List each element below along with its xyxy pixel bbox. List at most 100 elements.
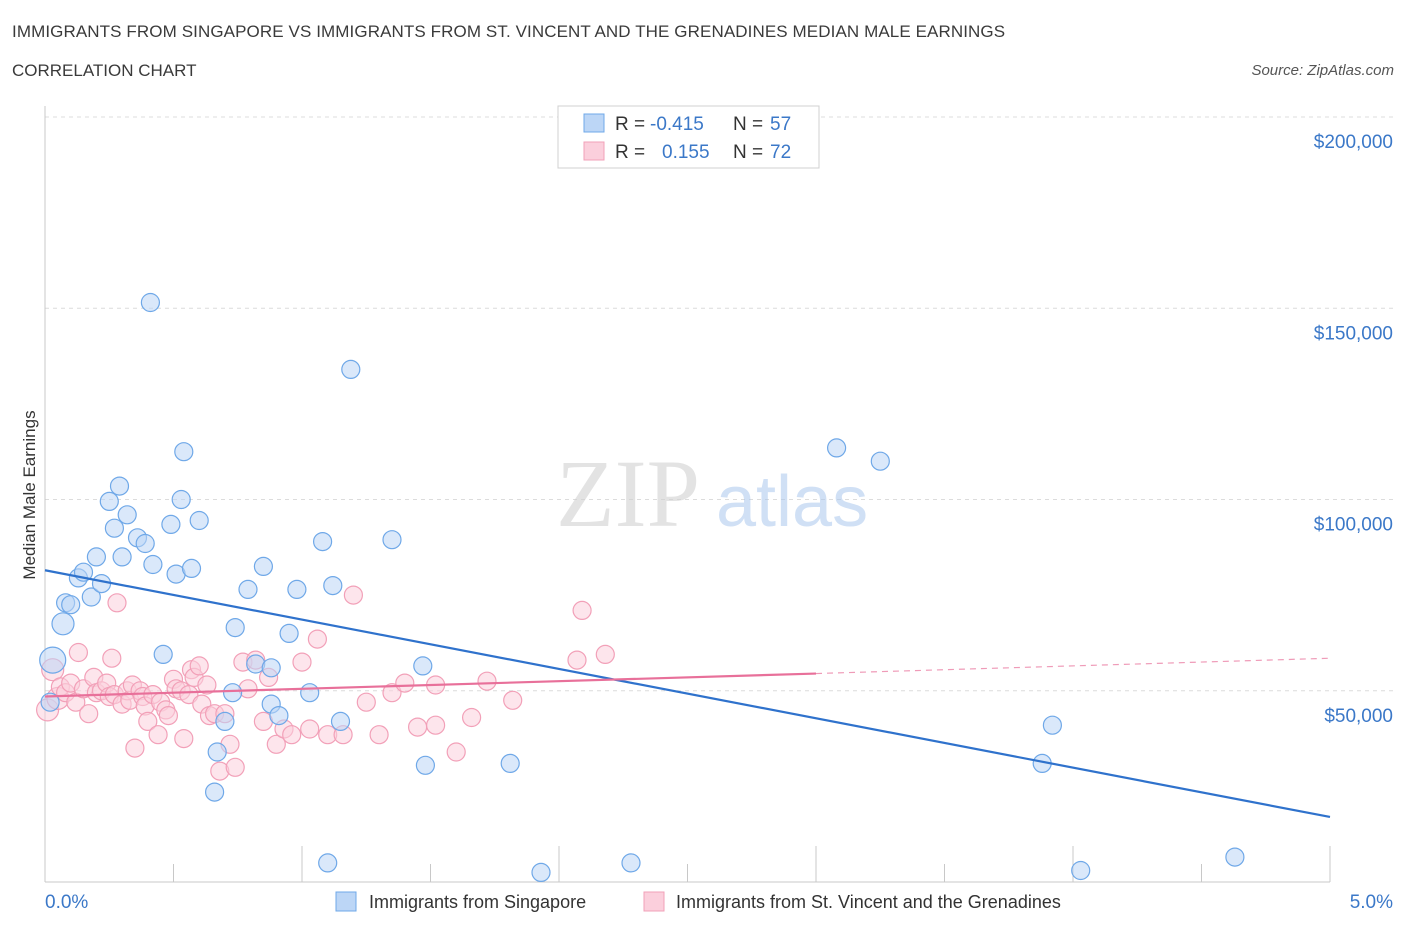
point-st-vincent	[446, 742, 466, 762]
point-st-vincent	[282, 725, 302, 745]
point-singapore	[112, 547, 132, 567]
point-st-vincent	[343, 585, 363, 605]
point-singapore	[253, 556, 273, 577]
point-singapore	[313, 531, 333, 552]
legend-n-value-1: 57	[770, 114, 791, 135]
legend-swatch-pink	[583, 141, 605, 161]
point-singapore	[39, 646, 67, 674]
point-st-vincent	[307, 629, 327, 649]
point-singapore	[323, 575, 343, 596]
point-singapore	[269, 705, 289, 726]
point-singapore	[1071, 860, 1091, 881]
point-st-vincent	[125, 738, 145, 758]
point-st-vincent	[174, 728, 194, 749]
point-st-vincent	[138, 711, 158, 732]
x-tick-label-min: 0.0%	[45, 892, 88, 913]
point-singapore	[86, 547, 107, 567]
legend-r-label-1: R =	[615, 114, 645, 135]
legend-swatch-blue	[583, 113, 605, 133]
point-singapore	[91, 573, 112, 594]
legend-n-label-2: N =	[733, 142, 763, 163]
point-singapore	[870, 451, 890, 471]
y-tick-label: $100,000	[1314, 515, 1393, 536]
trend-lines	[44, 569, 1331, 819]
point-st-vincent	[107, 593, 127, 613]
bottom-legend-label-1: Immigrants from Singapore	[369, 892, 586, 912]
y-tick-label: $50,000	[1324, 706, 1393, 727]
watermark-atlas: atlas	[716, 462, 868, 542]
point-singapore	[330, 711, 351, 732]
bottom-legend-swatch-blue	[335, 891, 357, 912]
point-singapore	[99, 491, 119, 511]
point-st-vincent	[503, 690, 523, 710]
chart-title: IMMIGRANTS FROM SINGAPORE VS IMMIGRANTS …	[12, 22, 1006, 41]
data-points	[35, 292, 1245, 883]
point-singapore	[174, 442, 194, 462]
point-singapore	[104, 518, 125, 538]
point-singapore	[826, 438, 847, 458]
point-singapore	[189, 510, 209, 531]
point-singapore	[181, 558, 202, 579]
point-singapore	[61, 595, 81, 615]
point-st-vincent	[158, 705, 178, 726]
point-singapore	[143, 554, 163, 575]
point-st-vincent	[595, 644, 615, 665]
point-singapore	[1225, 847, 1245, 867]
tick-labels: $50,000 $100,000 $150,000 $200,000 0.0% 5.0%	[45, 132, 1393, 913]
point-singapore	[215, 711, 235, 732]
point-singapore	[1042, 715, 1063, 735]
point-singapore	[531, 862, 551, 883]
chart-subtitle: CORRELATION CHART	[12, 61, 197, 80]
point-st-vincent	[79, 704, 99, 724]
point-singapore	[117, 505, 137, 525]
point-singapore	[300, 683, 320, 703]
source-credit: Source: ZipAtlas.com	[1251, 62, 1394, 79]
point-st-vincent	[148, 725, 168, 745]
watermark-zip: ZIP	[556, 440, 700, 547]
point-singapore	[382, 530, 402, 550]
point-singapore	[81, 587, 101, 607]
point-st-vincent	[369, 725, 389, 745]
legend-n-value-2: 72	[770, 142, 791, 163]
point-st-vincent	[567, 650, 587, 670]
legend-r-value-2: 0.155	[662, 142, 710, 163]
point-st-vincent	[68, 642, 89, 663]
trend-line-singapore	[44, 569, 1331, 819]
point-singapore	[415, 755, 435, 775]
trend-line-st-vincent-extension	[815, 657, 1331, 675]
point-st-vincent	[356, 692, 376, 712]
point-st-vincent	[426, 715, 446, 735]
point-singapore	[153, 644, 173, 665]
point-singapore	[161, 514, 181, 535]
bottom-legend-label-2: Immigrants from St. Vincent and the Gren…	[676, 892, 1061, 912]
legend-r-value-1: -0.415	[650, 114, 704, 135]
point-st-vincent	[300, 719, 320, 739]
point-singapore	[51, 612, 75, 636]
point-singapore	[261, 658, 281, 678]
point-singapore	[40, 692, 60, 712]
point-singapore	[223, 683, 243, 703]
x-tick-label-max: 5.0%	[1350, 892, 1393, 913]
point-st-vincent	[382, 683, 402, 703]
legend-n-label-1: N =	[733, 114, 763, 135]
series-legend: Immigrants from Singapore Immigrants fro…	[335, 891, 1061, 912]
point-singapore	[140, 292, 160, 313]
stats-legend: R = -0.415 N = 57 R = 0.155 N = 72	[557, 105, 820, 169]
point-st-vincent	[292, 652, 312, 672]
point-singapore	[135, 533, 155, 554]
point-singapore	[318, 853, 338, 873]
point-singapore	[413, 656, 433, 676]
point-st-vincent	[266, 734, 286, 754]
y-tick-label: $200,000	[1314, 132, 1393, 153]
trend-line-st-vincent	[44, 672, 817, 698]
point-singapore	[109, 476, 130, 496]
point-st-vincent	[102, 648, 122, 668]
axes	[44, 106, 1331, 883]
point-st-vincent	[572, 600, 592, 621]
point-singapore	[207, 742, 227, 762]
point-singapore	[225, 617, 245, 638]
y-axis-label: Median Male Earnings	[20, 410, 39, 579]
point-st-vincent	[197, 675, 217, 695]
point-st-vincent	[408, 717, 428, 737]
